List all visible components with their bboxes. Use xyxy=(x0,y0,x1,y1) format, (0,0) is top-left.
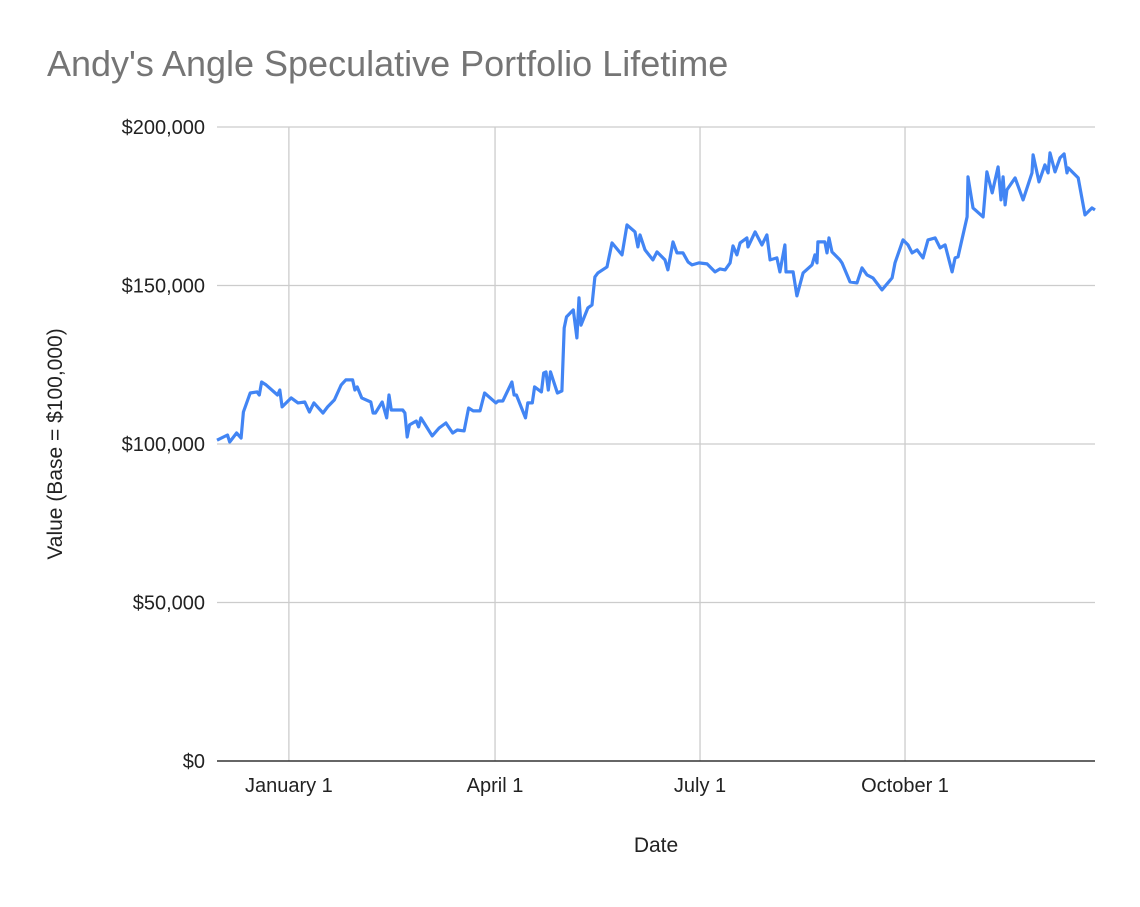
y-tick-label: $200,000 xyxy=(122,117,205,139)
x-tick-label: October 1 xyxy=(861,775,949,797)
y-tick-label: $0 xyxy=(183,751,205,773)
y-tick-label: $100,000 xyxy=(122,434,205,456)
series-group xyxy=(216,151,1096,444)
x-tick-label: January 1 xyxy=(245,775,333,797)
x-tick-label: April 1 xyxy=(467,775,524,797)
y-tick-label: $150,000 xyxy=(122,276,205,298)
y-axis-label: Value (Base = $100,000) xyxy=(44,328,67,559)
x-axis-ticks: January 1 April 1 July 1 October 1 xyxy=(245,775,949,797)
gridlines xyxy=(217,126,1095,761)
series-line-value xyxy=(216,151,1096,444)
x-axis-label: Date xyxy=(634,834,678,857)
y-axis-ticks: $0 $50,000 $100,000 $150,000 $200,000 xyxy=(122,117,205,773)
x-tick-label: July 1 xyxy=(674,775,726,797)
chart-title: Andy's Angle Speculative Portfolio Lifet… xyxy=(47,43,728,84)
y-tick-label: $50,000 xyxy=(133,593,205,615)
